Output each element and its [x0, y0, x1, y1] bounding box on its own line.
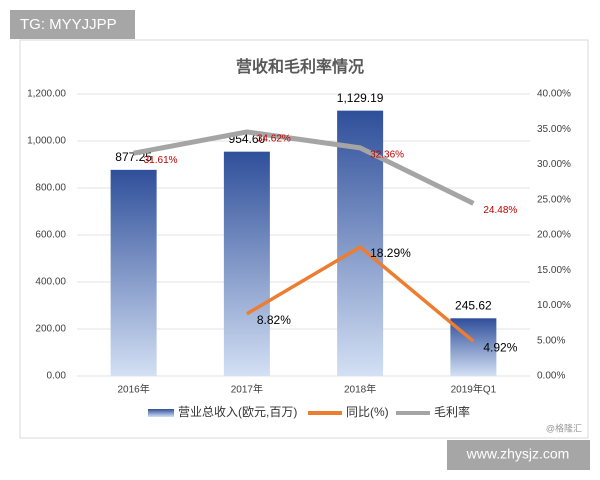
data-label: 32.36% [370, 150, 404, 161]
data-label: 31.61% [144, 155, 178, 166]
watermark-box [10, 10, 135, 39]
y2-tick-label: 35.00% [537, 124, 571, 135]
y2-tick-label: 10.00% [537, 300, 571, 311]
y2-tick-label: 25.00% [537, 194, 571, 205]
watermark-box [447, 440, 590, 470]
chart-frame [19, 39, 589, 439]
y2-tick-label: 20.00% [537, 230, 571, 241]
legend-label: 毛利率 [434, 404, 470, 419]
data-label: 34.62% [257, 134, 291, 145]
data-label: 245.62 [455, 298, 492, 312]
y-tick-label: 200.00 [35, 324, 66, 335]
x-tick-label: 2018年 [344, 383, 376, 396]
y-tick-label: 0.00 [47, 371, 67, 382]
legend-label: 同比(%) [346, 405, 389, 419]
watermark: @格隆汇 [546, 422, 582, 433]
data-label: 24.48% [483, 205, 517, 216]
line [133, 129, 475, 206]
y2-tick-label: 30.00% [537, 159, 571, 170]
y2-tick-label: 15.00% [537, 265, 571, 276]
legend-swatch [148, 409, 174, 417]
y-tick-label: 800.00 [35, 183, 66, 194]
chart-title: 营收和毛利率情况 [236, 57, 364, 76]
y-tick-label: 1,200.00 [27, 89, 66, 100]
bar [110, 169, 157, 376]
x-tick-label: 2019年Q1 [451, 383, 497, 396]
x-tick-label: 2016年 [118, 383, 150, 396]
y2-tick-label: 0.00% [537, 371, 565, 382]
data-label: 18.29% [370, 246, 411, 260]
y-tick-label: 1,000.00 [27, 136, 66, 147]
y-tick-label: 600.00 [35, 230, 66, 241]
legend-label: 营业总收入(欧元,百万) [178, 405, 297, 419]
data-label: 4.92% [483, 340, 517, 354]
data-label: 8.82% [257, 313, 291, 327]
data-label: 1,129.19 [337, 91, 384, 105]
y2-tick-label: 5.00% [537, 335, 565, 346]
watermark: TG: MYYJJPP [20, 16, 117, 33]
watermark: www.zhysjz.com [466, 446, 570, 462]
line [245, 245, 475, 343]
x-tick-label: 2017年 [231, 383, 263, 396]
y2-tick-label: 40.00% [537, 89, 571, 100]
y-tick-label: 400.00 [35, 277, 66, 288]
bar [223, 151, 270, 376]
